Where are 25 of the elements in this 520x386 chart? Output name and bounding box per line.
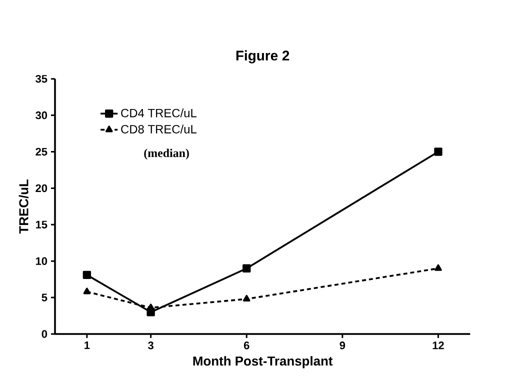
- point: [242, 264, 251, 272]
- point: [82, 270, 92, 280]
- x-tick-label: 3: [148, 342, 154, 350]
- x-axis-title: Month Post-Transplant: [193, 356, 333, 368]
- point: [242, 294, 250, 302]
- legend-label: CD8 TREC/uL: [121, 124, 196, 134]
- y-tick-label: 15: [36, 220, 48, 228]
- annotation: (median): [144, 148, 189, 160]
- chart-title: Figure 2: [236, 50, 290, 64]
- y-tick-label: 20: [36, 184, 48, 192]
- x-tick-label: 6: [244, 342, 250, 350]
- y-tick-label: 0: [42, 330, 48, 338]
- legend-label: CD4 TREC/uL: [121, 108, 196, 118]
- y-axis-title: TREC/uL: [18, 179, 28, 234]
- x-tick-label: 1: [84, 342, 90, 350]
- y-tick-label: 30: [36, 111, 48, 120]
- x-tick-label: 9: [340, 342, 346, 350]
- x-tick-label: 12: [432, 342, 444, 350]
- y-tick-label: 10: [36, 257, 48, 265]
- y-tick-label: 35: [36, 74, 48, 83]
- point: [434, 148, 442, 156]
- point: [434, 264, 442, 271]
- y-tick-label: 5: [42, 294, 48, 302]
- point: [83, 288, 91, 294]
- y-tick-label: 25: [36, 148, 48, 156]
